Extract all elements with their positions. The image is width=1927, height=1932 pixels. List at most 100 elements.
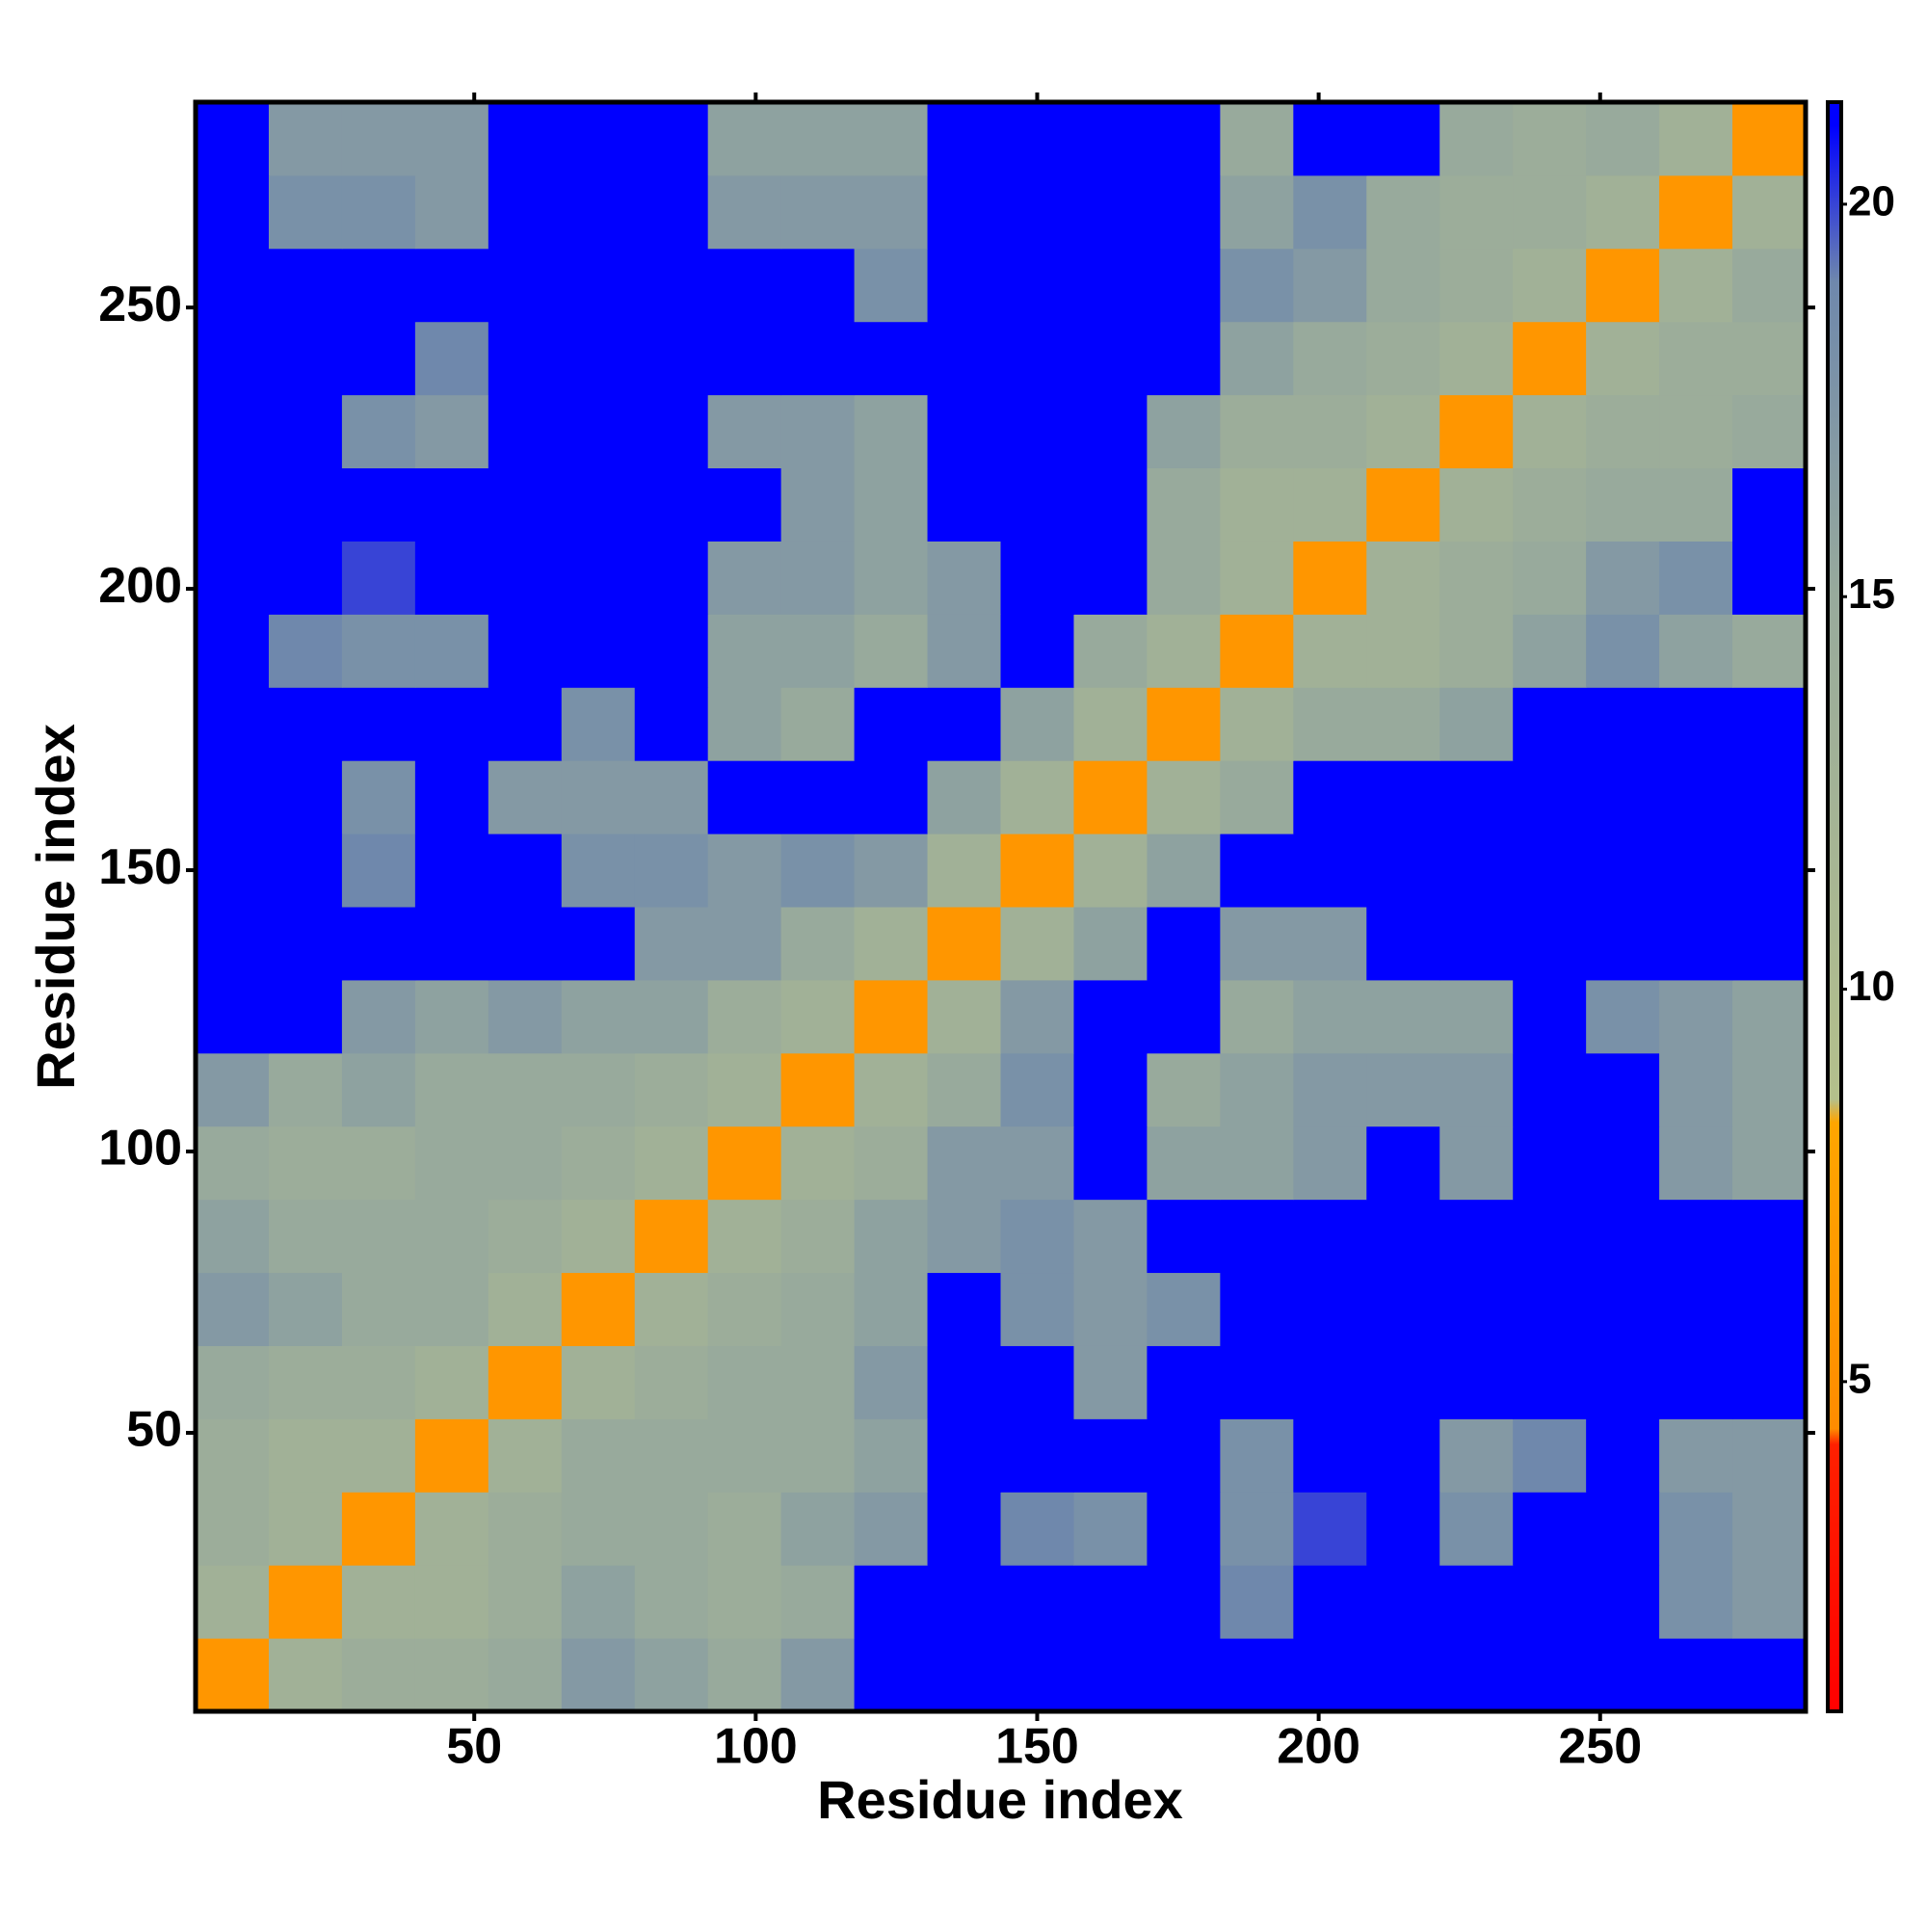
heatmap-cell [1073, 687, 1148, 761]
heatmap-cell [634, 687, 709, 761]
heatmap-cell [1073, 394, 1148, 469]
heatmap-cell [1366, 1565, 1440, 1639]
heatmap-cell [1732, 760, 1807, 834]
heatmap-cell [1586, 1199, 1660, 1274]
heatmap-cell [854, 614, 929, 688]
heatmap-cell [1732, 1638, 1807, 1712]
heatmap-cell [196, 1638, 270, 1712]
heatmap-cell [1220, 1125, 1294, 1201]
heatmap-cell [927, 834, 1001, 908]
heatmap-cell [1366, 174, 1440, 250]
heatmap-cell [268, 541, 343, 615]
heatmap-cell [1293, 760, 1367, 834]
heatmap-cell [1000, 1638, 1074, 1712]
heatmap-cell [1439, 1565, 1514, 1639]
heatmap-cell [1513, 687, 1587, 761]
heatmap-cell [854, 1345, 929, 1419]
heatmap-cell [1659, 1272, 1733, 1346]
heatmap-cell [1220, 614, 1294, 688]
heatmap-cell [1293, 907, 1367, 981]
heatmap-cell [488, 1492, 563, 1566]
heatmap-cell [488, 834, 563, 908]
heatmap-cell [707, 1052, 782, 1127]
heatmap-cell [780, 1052, 856, 1127]
heatmap-cell [927, 1272, 1001, 1346]
heatmap-cell [1586, 1565, 1660, 1639]
heatmap-cell [1293, 1418, 1367, 1493]
heatmap-cell [854, 1125, 929, 1201]
heatmap-cell [561, 614, 636, 688]
heatmap-cell [1366, 541, 1440, 615]
heatmap-cell [268, 1418, 343, 1493]
heatmap-cell [780, 1638, 856, 1712]
heatmap-cell [1586, 321, 1660, 396]
heatmap-cell [341, 102, 416, 176]
heatmap-cell [780, 1272, 856, 1346]
heatmap-cell [196, 467, 270, 542]
heatmap-cell [1659, 248, 1733, 323]
heatmap-cell [196, 102, 270, 176]
heatmap-cell [268, 1492, 343, 1566]
x-axis-label: Residue index [817, 1769, 1183, 1830]
heatmap-cell [1586, 760, 1660, 834]
heatmap-cell [414, 1565, 489, 1639]
heatmap-cell [634, 1492, 709, 1566]
heatmap-cell [1586, 394, 1660, 469]
heatmap-cell [341, 687, 416, 761]
x-tick-label: 150 [995, 1719, 1079, 1775]
heatmap-cell [1293, 834, 1367, 908]
heatmap-cell [1513, 541, 1587, 615]
x-tick-label: 200 [1277, 1719, 1360, 1775]
heatmap-cell [634, 1199, 709, 1274]
heatmap-cell [196, 174, 270, 250]
heatmap-cell [561, 834, 636, 908]
heatmap-cell [341, 174, 416, 250]
heatmap-cell [414, 979, 489, 1054]
heatmap-cell [707, 687, 782, 761]
heatmap-cell [488, 1565, 563, 1639]
heatmap-cell [1000, 834, 1074, 908]
heatmap-cell [1147, 321, 1221, 396]
heatmap-cell [854, 394, 929, 469]
heatmap-cell [1220, 760, 1294, 834]
heatmap-cell [1220, 248, 1294, 323]
heatmap-cell [1586, 541, 1660, 615]
heatmap-cell [341, 1418, 416, 1493]
heatmap-cell [1366, 760, 1440, 834]
heatmap-cell [780, 174, 856, 250]
heatmap-cell [414, 541, 489, 615]
heatmap-cell [634, 1565, 709, 1639]
heatmap-cell [1147, 174, 1221, 250]
heatmap-cell [780, 467, 856, 542]
heatmap-cell [268, 394, 343, 469]
heatmap-cell [927, 541, 1001, 615]
heatmap-cell [1732, 1418, 1807, 1493]
heatmap-cell [196, 248, 270, 323]
heatmap-cell [1293, 102, 1367, 176]
heatmap-cell [1513, 1052, 1587, 1127]
heatmap-cell [927, 248, 1001, 323]
heatmap-cell [488, 321, 563, 396]
heatmap-cell [196, 1345, 270, 1419]
heatmap-cell [196, 1125, 270, 1201]
heatmap-cell [1293, 1638, 1367, 1712]
heatmap-cell [488, 394, 563, 469]
heatmap-cell [1732, 541, 1807, 615]
heatmap-cell [488, 1199, 563, 1274]
heatmap-cell [561, 1199, 636, 1274]
heatmap-cell [1293, 1125, 1367, 1201]
heatmap-cell [1366, 394, 1440, 469]
heatmap-cell [1439, 687, 1514, 761]
heatmap-cell [414, 1492, 489, 1566]
x-tick-label: 100 [714, 1719, 798, 1775]
heatmap-cell [1073, 1565, 1148, 1639]
heatmap-cell [1293, 1492, 1367, 1566]
heatmap-cell [707, 1565, 782, 1639]
heatmap-cell [196, 1565, 270, 1639]
heatmap-cell [196, 541, 270, 615]
heatmap-cell [634, 907, 709, 981]
heatmap-cell [854, 248, 929, 323]
heatmap-cell [780, 907, 856, 981]
heatmap-cell [1659, 614, 1733, 688]
heatmap-cell [1659, 907, 1733, 981]
